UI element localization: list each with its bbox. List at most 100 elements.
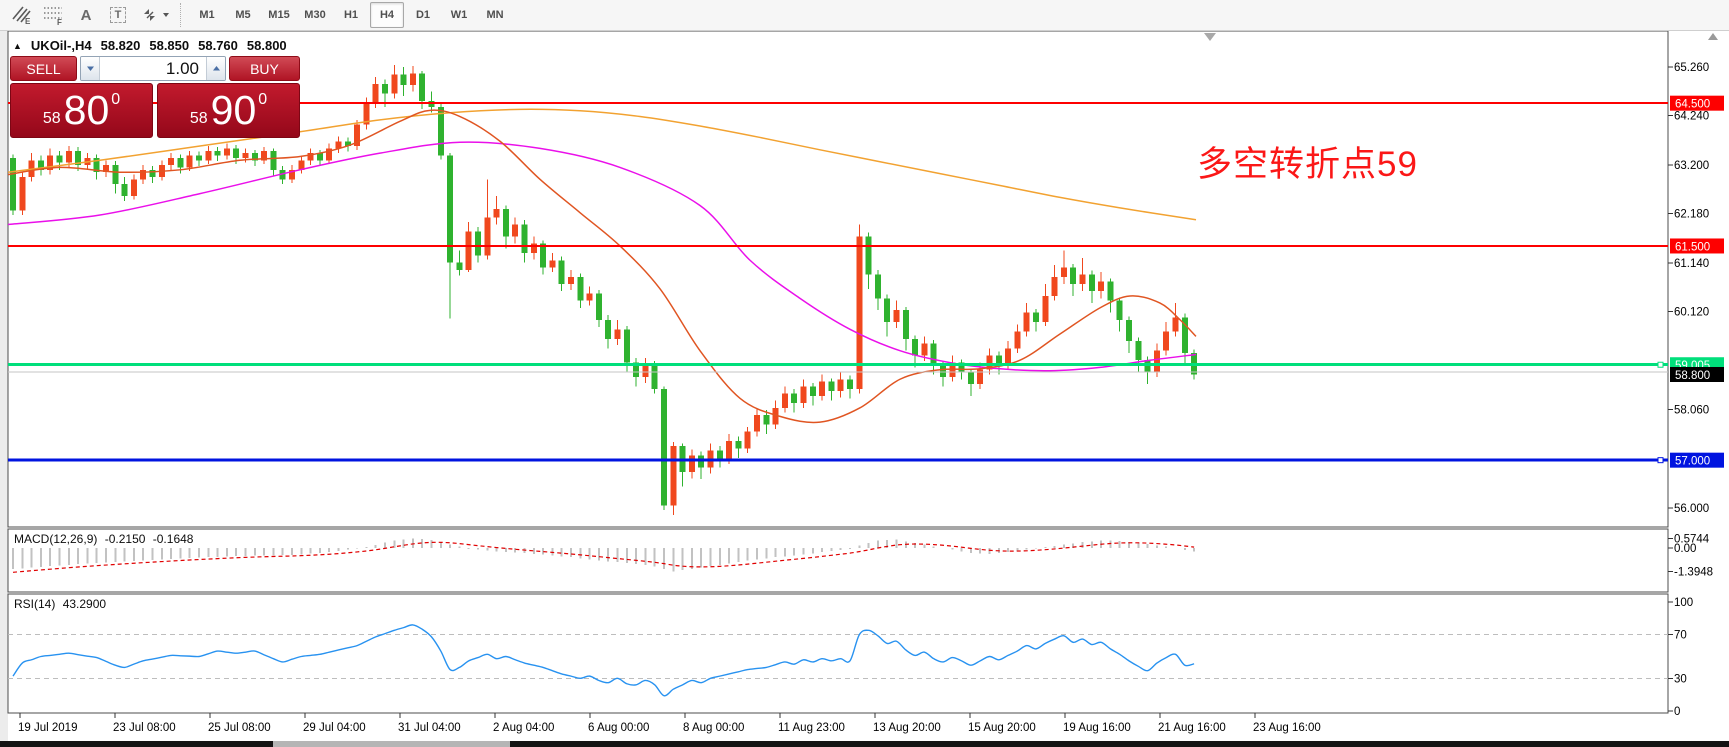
candle-body	[651, 364, 658, 389]
rsi-panel[interactable]	[7, 593, 1669, 714]
buy-button[interactable]: BUY	[229, 56, 300, 81]
candle-body	[493, 208, 500, 218]
candle-body	[595, 293, 602, 320]
pattern-tool-button[interactable]: E	[6, 2, 38, 28]
candle-body	[344, 141, 351, 147]
timeframe-button-W1[interactable]: W1	[450, 9, 468, 21]
time-tick-label: 2 Aug 04:00	[493, 722, 554, 734]
candle-body	[865, 236, 872, 275]
candle-body	[93, 157, 100, 173]
candle-body	[1051, 276, 1058, 296]
volume-increase-button[interactable]	[206, 57, 225, 80]
ohlc-high: 58.850	[149, 38, 190, 53]
candle-body	[289, 169, 295, 180]
slow-ma-line	[7, 108, 1197, 221]
candle-body	[623, 329, 630, 363]
price-badge-label: 58.800	[1675, 370, 1710, 382]
candle-body	[688, 455, 695, 473]
macd-signal-line	[12, 541, 1195, 573]
price-badge-57.000	[1670, 452, 1724, 468]
candle-body	[1116, 300, 1123, 320]
timeframe-button-M1[interactable]: M1	[199, 9, 215, 21]
candle-body	[1070, 267, 1077, 285]
candle-body	[372, 84, 379, 104]
price-tick-label: 60.120	[1674, 307, 1709, 319]
candle-body	[1005, 348, 1012, 365]
chart-annotation-text: 多空转折点59	[1197, 145, 1418, 184]
candle-body	[781, 393, 788, 408]
candle-body	[475, 231, 481, 256]
buy-price-panel[interactable]: 58 90 0	[157, 83, 300, 138]
candle-body	[1107, 281, 1114, 301]
ohlc-low: 58.760	[198, 38, 238, 53]
timeframe-button-M5[interactable]: M5	[235, 9, 251, 21]
candle-body	[512, 224, 519, 237]
macd-label: MACD(12,26,9) -0.2150 -0.1648	[14, 532, 197, 546]
sell-button[interactable]: SELL	[10, 56, 77, 81]
timeframe-button-MN[interactable]: MN	[486, 9, 504, 21]
candle-body	[930, 343, 937, 365]
fibonacci-tool-button[interactable]: F	[38, 2, 70, 28]
macd-panel[interactable]	[7, 528, 1669, 593]
medium-ma-line	[7, 141, 1197, 372]
volume-decrease-button[interactable]	[81, 57, 100, 80]
time-tick-label: 8 Aug 00:00	[683, 722, 744, 734]
time-tick-label: 29 Jul 04:00	[303, 722, 366, 734]
candle-body	[735, 441, 742, 449]
one-click-trading-panel: SELL 1.00 BUY 58 80 0 58 90 0	[10, 56, 300, 138]
horizontal-scrollbar-track[interactable]	[0, 741, 1729, 747]
candle-body	[809, 386, 816, 396]
timeframe-button-H1[interactable]: H1	[343, 9, 359, 21]
label-tool-button[interactable]: T	[102, 2, 134, 28]
candle-body	[251, 153, 258, 161]
candle-body	[586, 293, 593, 301]
horizontal-scrollbar-thumb[interactable]	[273, 741, 510, 747]
volume-input[interactable]: 1.00	[100, 57, 206, 80]
candle-body	[763, 414, 770, 425]
candle-body	[19, 176, 26, 211]
time-tick-label: 25 Jul 08:00	[208, 722, 271, 734]
candle-body	[1163, 331, 1170, 351]
candle-body	[75, 150, 82, 166]
pivot-line-59005-handle[interactable]	[1657, 361, 1664, 368]
macd-tick-label: 0.00	[1674, 543, 1696, 555]
sell-price-panel[interactable]: 58 80 0	[10, 83, 153, 138]
time-tick-label: 31 Jul 04:00	[398, 722, 461, 734]
time-tick-label: 19 Jul 2019	[18, 722, 77, 734]
macd-tick-label: -1.3948	[1674, 566, 1713, 578]
price-badge-64.500	[1670, 95, 1724, 111]
candle-body	[1042, 295, 1049, 323]
arrows-tool-button[interactable]	[134, 2, 176, 28]
top-toolbar: E F A T M1 M5 M15 M30 H1 H4 D1 W1 MN	[0, 0, 1729, 31]
candle-body	[196, 155, 202, 161]
candle-body	[530, 243, 537, 254]
time-tick-label: 15 Aug 20:00	[968, 722, 1036, 734]
candle-body	[1014, 331, 1021, 349]
sell-price-sup: 0	[111, 91, 121, 108]
candle-body	[912, 338, 919, 356]
candle-body	[177, 157, 184, 168]
timeframe-button-D1[interactable]: D1	[415, 9, 431, 21]
candle-body	[502, 208, 509, 237]
candle-body	[549, 260, 556, 268]
buy-price-big: 90	[210, 87, 257, 133]
volume-control: 1.00	[80, 56, 226, 81]
timeframe-button-H4[interactable]: H4	[370, 2, 404, 28]
timeframe-button-M15[interactable]: M15	[268, 9, 290, 21]
rsi-value: 43.2900	[62, 597, 107, 611]
fibonacci-tool-icon: F	[44, 7, 62, 27]
arrows-tool-icon	[143, 9, 155, 21]
candle-body	[130, 179, 137, 196]
pattern-tool-icon: E	[12, 6, 31, 26]
candle-body	[326, 148, 333, 161]
support-line-57000-handle[interactable]	[1657, 457, 1664, 464]
text-tool-button[interactable]: A	[70, 2, 102, 28]
candle-body	[354, 124, 361, 147]
candle-body	[540, 243, 547, 268]
candle-body	[1060, 267, 1067, 277]
candle-body	[140, 169, 147, 180]
candle-body	[205, 150, 212, 161]
candle-body	[661, 388, 667, 506]
timeframe-button-M30[interactable]: M30	[304, 9, 326, 21]
